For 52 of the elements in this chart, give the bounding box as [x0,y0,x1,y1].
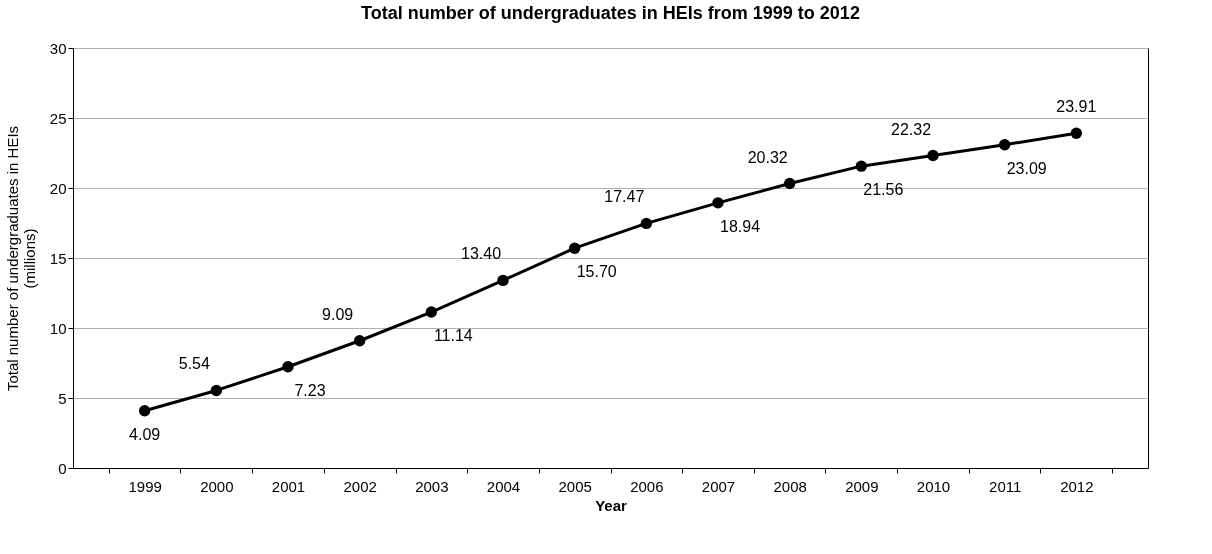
data-label: 22.32 [890,120,932,138]
x-tick-label: 2001 [271,477,306,495]
y-axis-title: Total number of undergraduates in HEIs (millions) [3,125,38,392]
point [425,306,438,318]
point [138,405,151,417]
data-label: 9.09 [322,305,354,323]
x-tick-label: 2003 [415,477,449,495]
x-tick-label: 2012 [1060,477,1094,495]
x-tick-label: 2008 [773,477,807,495]
point [210,384,223,397]
y-tick-label: 0 [58,459,67,477]
data-label: 11.14 [433,327,473,345]
x-tick-label: 2006 [630,477,664,495]
point [568,242,581,254]
point [783,177,796,190]
x-tick-label: 2002 [343,477,377,495]
y-tick-label: 30 [49,39,67,57]
x-tick-label: 2007 [701,477,736,495]
x-tick-label: 2000 [200,477,234,495]
data-label: 21.56 [863,181,904,199]
data-label: 15.70 [576,263,617,281]
data-label: 17.47 [604,188,645,206]
point [998,139,1011,151]
data-label: 23.91 [1056,98,1097,116]
point [353,335,366,347]
y-tick-label: 15 [49,249,67,267]
data-label: 4.09 [129,425,161,443]
data-label: 7.23 [294,381,326,399]
x-tick-label: 2004 [486,477,521,495]
x-axis-title: Year [595,496,628,514]
x-tick-label: 2010 [916,477,951,495]
y-tick-label: 5 [58,389,67,407]
x-tick-label: 2011 [989,477,1022,495]
data-label: 5.54 [178,355,211,373]
point [1070,127,1083,139]
y-tick-label: 10 [49,319,67,337]
point [855,160,868,172]
point [282,361,294,373]
point [497,274,509,287]
x-tick-label: 1999 [128,477,162,495]
x-tick-label: 2005 [558,477,592,495]
y-tick-label: 25 [49,109,67,127]
point [640,217,653,230]
x-tick-label: 2009 [845,477,879,495]
chart-title: Total number of undergraduates in HEIs from 1999 to 2012 [361,3,860,23]
y-tick-label: 20 [49,179,67,197]
point [927,149,939,162]
point [712,197,724,209]
data-label: 20.32 [747,148,788,166]
data-label: 18.94 [719,217,761,235]
data-label: 23.09 [1006,159,1047,177]
data-label: 13.40 [460,245,502,263]
